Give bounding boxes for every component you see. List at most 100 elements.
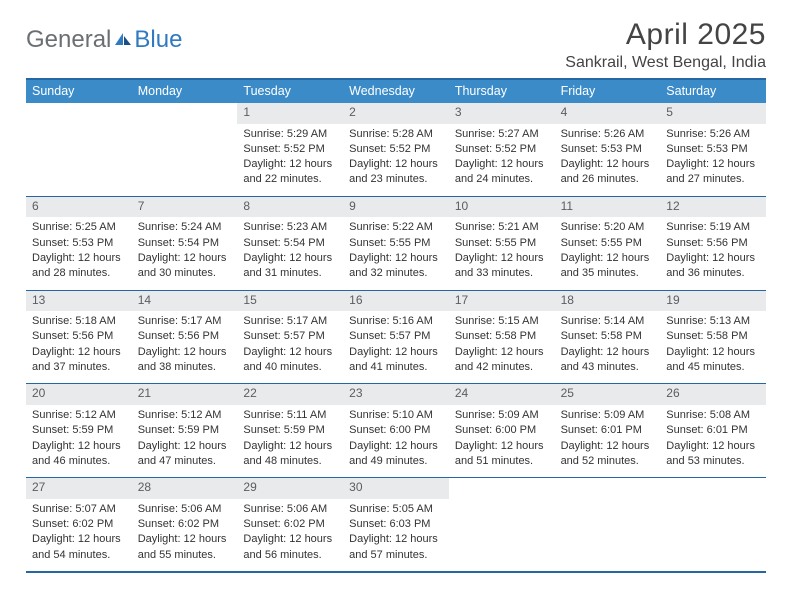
month-title: April 2025 [565, 18, 766, 52]
day-header: Friday [555, 80, 661, 103]
sunset-line: Sunset: 5:55 PM [561, 236, 655, 250]
day-info: Sunrise: 5:16 AMSunset: 5:57 PMDaylight:… [343, 314, 449, 374]
daylight-line-2: and 26 minutes. [561, 172, 655, 186]
day-cell: 5Sunrise: 5:26 AMSunset: 5:53 PMDaylight… [660, 103, 766, 196]
empty-cell [660, 478, 766, 571]
sunrise-line: Sunrise: 5:12 AM [138, 408, 232, 422]
day-info: Sunrise: 5:28 AMSunset: 5:52 PMDaylight:… [343, 127, 449, 187]
daylight-line-2: and 35 minutes. [561, 266, 655, 280]
sunset-line: Sunset: 5:53 PM [32, 236, 126, 250]
day-cell: 6 Sunrise: 5:25 AM Sunset: 5:53 PMDaylight… [26, 197, 132, 290]
day-number: 9 [343, 197, 449, 218]
daylight-line-1: Daylight: 12 hours [32, 251, 126, 265]
day-info: Sunrise: 5:06 AMSunset: 6:02 PMDaylight:… [237, 502, 343, 562]
daylight-line-2: and 32 minutes. [349, 266, 443, 280]
day-number: 3 [449, 103, 555, 124]
daylight-line-1: Daylight: 12 hours [138, 439, 232, 453]
sunset-line: Sunset: 5:59 PM [32, 423, 126, 437]
day-info: Sunrise: 5:26 AMSunset: 5:53 PMDaylight:… [660, 127, 766, 187]
daylight-line-2: and 38 minutes. [138, 360, 232, 374]
sunrise-line: Sunrise: 5:19 AM [666, 220, 760, 234]
daylight-line-2: and 27 minutes. [666, 172, 760, 186]
day-number: 13 [26, 291, 132, 312]
day-number: 23 [343, 384, 449, 405]
sunset-line: Sunset: 5:56 PM [32, 329, 126, 343]
day-header: Tuesday [237, 80, 343, 103]
day-number: 30 [343, 478, 449, 499]
sunrise-line: Sunrise: 5:18 AM [32, 314, 126, 328]
day-cell: 29Sunrise: 5:06 AMSunset: 6:02 PMDayligh… [237, 478, 343, 571]
sunset-line: Sunset: 5:54 PM [243, 236, 337, 250]
brand-logo: General Blue [26, 18, 182, 54]
day-cell: 24Sunrise: 5:09 AMSunset: 6:00 PMDayligh… [449, 384, 555, 477]
sunrise-line: Sunrise: 5:07 AM [32, 502, 126, 516]
week-row: 27Sunrise: 5:07 AMSunset: 6:02 PMDayligh… [26, 477, 766, 571]
daylight-line-1: Daylight: 12 hours [243, 439, 337, 453]
sunrise-line: Sunrise: 5:06 AM [138, 502, 232, 516]
day-header: Wednesday [343, 80, 449, 103]
sunset-line: Sunset: 5:53 PM [666, 142, 760, 156]
daylight-line-2: and 49 minutes. [349, 454, 443, 468]
sunset-line: Sunset: 6:02 PM [243, 517, 337, 531]
sunrise-line: Sunrise: 5:08 AM [666, 408, 760, 422]
day-number: 25 [555, 384, 661, 405]
day-info: Sunrise: 5:06 AMSunset: 6:02 PMDaylight:… [132, 502, 238, 562]
day-info: Sunrise: 5:25 AM Sunset: 5:53 PMDaylight:… [26, 220, 132, 280]
brand-blue: Blue [134, 26, 182, 54]
day-number: 1 [237, 103, 343, 124]
daylight-line-1: Daylight: 12 hours [455, 439, 549, 453]
day-number: 15 [237, 291, 343, 312]
daylight-line-2: and 23 minutes. [349, 172, 443, 186]
sunrise-line: Sunrise: 5:05 AM [349, 502, 443, 516]
day-info: Sunrise: 5:17 AMSunset: 5:57 PMDaylight:… [237, 314, 343, 374]
day-number: 17 [449, 291, 555, 312]
sunrise-line: Sunrise: 5:26 AM [666, 127, 760, 141]
sunrise-line: Sunrise: 5:15 AM [455, 314, 549, 328]
day-cell: 11Sunrise: 5:20 AMSunset: 5:55 PMDayligh… [555, 197, 661, 290]
daylight-line-2: and 55 minutes. [138, 548, 232, 562]
daylight-line-2: and 51 minutes. [455, 454, 549, 468]
sunset-line: Sunset: 6:00 PM [455, 423, 549, 437]
sail-icon [113, 26, 133, 54]
sunset-line: Sunset: 5:55 PM [455, 236, 549, 250]
day-number: 2 [343, 103, 449, 124]
daylight-line-1: Daylight: 12 hours [349, 439, 443, 453]
day-cell: 26Sunrise: 5:08 AMSunset: 6:01 PMDayligh… [660, 384, 766, 477]
sunset-line: Sunset: 6:02 PM [32, 517, 126, 531]
daylight-line-2: and 24 minutes. [455, 172, 549, 186]
daylight-line-2: and 53 minutes. [666, 454, 760, 468]
daylight-line-1: Daylight: 12 hours [349, 251, 443, 265]
day-header: Saturday [660, 80, 766, 103]
day-number: 12 [660, 197, 766, 218]
location: Sankrail, West Bengal, India [565, 54, 766, 72]
sunrise-line: Sunrise: 5:25 AM [32, 220, 126, 234]
daylight-line-2: and 28 minutes. [32, 266, 126, 280]
sunset-line: Sunset: 5:52 PM [349, 142, 443, 156]
sunrise-line: Sunrise: 5:17 AM [243, 314, 337, 328]
day-number: 16 [343, 291, 449, 312]
daylight-line-1: Daylight: 12 hours [561, 251, 655, 265]
sunrise-line: Sunrise: 5:22 AM [349, 220, 443, 234]
day-cell: 7Sunrise: 5:24 AMSunset: 5:54 PMDaylight… [132, 197, 238, 290]
day-number: 10 [449, 197, 555, 218]
empty-cell [132, 103, 238, 196]
sunset-line: Sunset: 6:00 PM [349, 423, 443, 437]
day-cell: 20Sunrise: 5:12 AMSunset: 5:59 PMDayligh… [26, 384, 132, 477]
day-info: Sunrise: 5:22 AMSunset: 5:55 PMDaylight:… [343, 220, 449, 280]
sunset-line: Sunset: 5:54 PM [138, 236, 232, 250]
day-cell: 27Sunrise: 5:07 AMSunset: 6:02 PMDayligh… [26, 478, 132, 571]
day-cell: 12Sunrise: 5:19 AMSunset: 5:56 PMDayligh… [660, 197, 766, 290]
daylight-line-1: Daylight: 12 hours [349, 532, 443, 546]
week-row: 1 Sunrise: 5:29 AM Sunset: 5:52 PMDaylight… [26, 103, 766, 196]
sunrise-line: Sunrise: 5:14 AM [561, 314, 655, 328]
sunrise-line: Sunrise: 5:17 AM [138, 314, 232, 328]
daylight-line-1: Daylight: 12 hours [455, 345, 549, 359]
daylight-line-2: and 52 minutes. [561, 454, 655, 468]
day-number: 6 [26, 197, 132, 218]
day-cell: 8Sunrise: 5:23 AMSunset: 5:54 PMDaylight… [237, 197, 343, 290]
daylight-line-1: Daylight: 12 hours [349, 157, 443, 171]
day-number: 4 [555, 103, 661, 124]
sunrise-line: Sunrise: 5:29 AM [243, 127, 337, 141]
day-info: Sunrise: 5:24 AMSunset: 5:54 PMDaylight:… [132, 220, 238, 280]
day-headers-row: SundayMondayTuesdayWednesdayThursdayFrid… [26, 80, 766, 103]
